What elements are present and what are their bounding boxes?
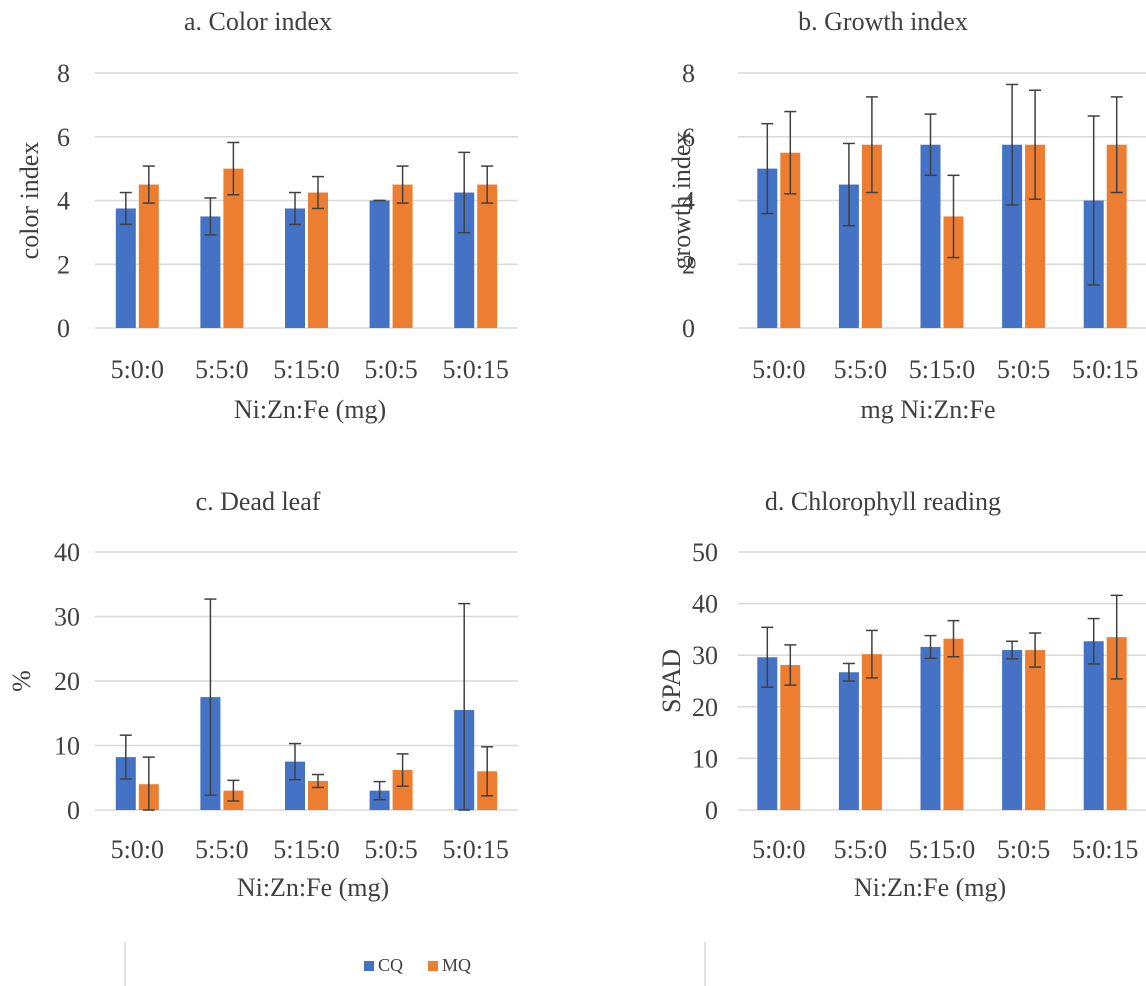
bar-cq (115, 757, 136, 810)
y-tick-label: 30 (692, 641, 718, 670)
x-tick-label: 5:0:5 (364, 835, 417, 864)
panel-growth-index: 0 2 4 6 8 b. Growth index mg Ni:Zn:Fe growth in… (667, 7, 1146, 424)
y-tick-label: 4 (682, 187, 695, 216)
y-tick-label: 10 (692, 744, 718, 773)
bar-mq (943, 638, 964, 810)
bar-cq (1002, 144, 1023, 328)
bar-cq (369, 200, 390, 328)
bar-mq (477, 184, 498, 328)
bar-mq (1025, 144, 1046, 328)
x-axis-label: Ni:Zn:Fe (mg) (234, 395, 386, 424)
bar-mq (1106, 637, 1127, 810)
y-tick-label: 0 (67, 796, 80, 825)
y-axis-label: % (7, 670, 36, 692)
bar-mq (392, 770, 413, 810)
bar-mq (780, 665, 801, 810)
panel-dead-leaf: 0 10 20 30 40 c. Dead leaf Ni:Zn:Fe (mg)% 5:0:0… (7, 487, 518, 902)
x-axis-label: Ni:Zn:Fe (mg) (854, 873, 1006, 902)
bar-mq (861, 654, 882, 810)
chart-title: d. Chlorophyll reading (765, 487, 1001, 516)
bar-cq (920, 646, 941, 810)
y-tick-label: 0 (682, 314, 695, 343)
x-tick-label: 5:15:0 (909, 355, 975, 384)
x-tick-label: 5:5:0 (834, 355, 887, 384)
bar-mq (392, 184, 413, 328)
x-tick-label: 5:0:5 (997, 355, 1050, 384)
x-tick-label: 5:5:0 (195, 835, 248, 864)
bar-mq (223, 168, 244, 328)
y-tick-label: 0 (705, 796, 718, 825)
bar-cq (920, 144, 941, 328)
legend-label-mq: MQ (442, 955, 471, 975)
panel-chlorophyll-reading: 0 10 20 30 40 50 d. Chlorophyll reading Ni:Zn:F… (657, 487, 1146, 902)
bar-cq (285, 761, 305, 810)
x-tick-label: 5:15:0 (273, 355, 339, 384)
y-tick-label: 8 (682, 59, 695, 88)
x-tick-label: 5:0:0 (752, 835, 805, 864)
x-tick-label: 5:5:0 (834, 835, 887, 864)
bar-cq (1083, 641, 1104, 810)
x-tick-label: 5:0:5 (997, 835, 1050, 864)
bar-cq (1002, 650, 1023, 810)
bar-mq (861, 144, 882, 328)
y-tick-label: 6 (57, 123, 70, 152)
chart-title: b. Growth index (798, 7, 968, 36)
bar-mq (780, 152, 801, 328)
bar-mq (1025, 650, 1046, 810)
legend-label-cq: CQ (378, 955, 403, 975)
y-axis-label: color index (15, 142, 44, 260)
x-tick-label: 5:0:0 (111, 355, 164, 384)
bar-cq (757, 657, 778, 810)
chart-title: c. Dead leaf (196, 487, 321, 516)
y-tick-label: 10 (54, 732, 80, 761)
chart-title: a. Color index (184, 7, 332, 36)
bar-cq (838, 184, 859, 328)
y-axis-label: growth index (667, 132, 696, 270)
panel-color-index: 0 2 4 6 8 a. Color index Ni:Zn:Fe (mg) color in… (15, 7, 518, 424)
x-tick-label: 5:15:0 (273, 835, 339, 864)
y-tick-label: 20 (692, 693, 718, 722)
x-tick-label: 5:0:0 (111, 835, 164, 864)
y-tick-label: 40 (692, 590, 718, 619)
x-tick-label: 5:0:0 (752, 355, 805, 384)
y-tick-label: 2 (682, 250, 695, 279)
y-axis-label: SPAD (657, 649, 686, 713)
bar-cq (454, 192, 475, 328)
y-tick-label: 20 (54, 667, 80, 696)
legend-swatch-cq (364, 961, 374, 971)
x-tick-label: 5:0:15 (442, 835, 508, 864)
bar-cq (200, 216, 221, 328)
x-axis-label: Ni:Zn:Fe (mg) (237, 873, 389, 902)
y-tick-label: 4 (57, 187, 70, 216)
bar-cq (757, 168, 778, 328)
y-tick-label: 6 (682, 123, 695, 152)
x-tick-label: 5:0:5 (364, 355, 417, 384)
bar-mq (138, 184, 159, 328)
bar-cq (285, 208, 305, 328)
y-tick-label: 8 (57, 59, 70, 88)
y-tick-label: 0 (57, 314, 70, 343)
y-tick-label: 50 (692, 538, 718, 567)
bar-cq (115, 208, 136, 328)
y-tick-label: 30 (54, 603, 80, 632)
bar-mq (1106, 144, 1127, 328)
x-tick-label: 5:0:15 (1072, 835, 1138, 864)
y-tick-label: 2 (57, 250, 70, 279)
bar-mq (308, 780, 328, 810)
legend-swatch-mq (428, 961, 438, 971)
x-tick-label: 5:5:0 (195, 355, 248, 384)
x-tick-label: 5:15:0 (909, 835, 975, 864)
y-tick-label: 40 (54, 538, 80, 567)
x-tick-label: 5:0:15 (442, 355, 508, 384)
legend: CQ MQ (124, 942, 706, 986)
bar-cq (838, 672, 859, 810)
bar-mq (943, 216, 964, 328)
bar-mq (308, 192, 328, 328)
x-axis-label: mg Ni:Zn:Fe (860, 395, 995, 424)
x-tick-label: 5:0:15 (1072, 355, 1138, 384)
